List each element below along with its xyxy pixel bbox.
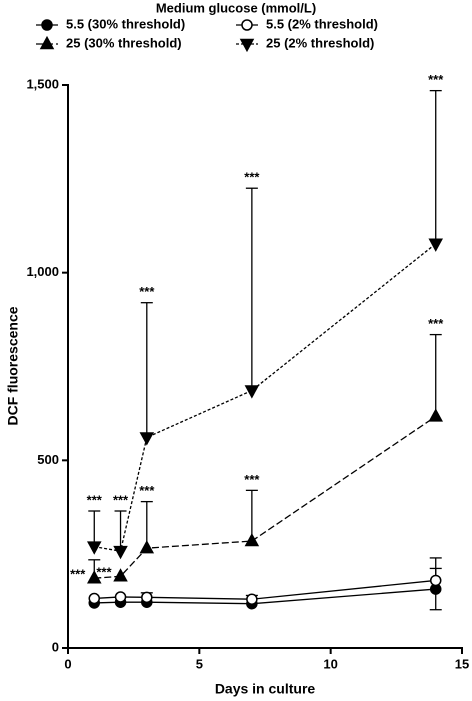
legend-label: 5.5 (2% threshold)	[266, 16, 378, 31]
data-point	[87, 541, 102, 555]
legend-marker	[39, 35, 55, 50]
data-point	[244, 385, 260, 399]
significance: ***	[113, 492, 129, 507]
data-point	[88, 592, 101, 605]
data-point	[429, 574, 442, 587]
significance: ***	[96, 565, 112, 580]
data-point	[244, 532, 260, 547]
legend-label: 25 (30% threshold)	[66, 35, 182, 50]
significance: ***	[87, 492, 103, 507]
x-tick-label: 5	[196, 656, 203, 671]
data-point	[428, 408, 443, 422]
y-tick-label: 1,500	[26, 76, 59, 91]
data-point	[246, 593, 258, 605]
significance: ***	[244, 170, 260, 185]
y-tick-label: 500	[37, 452, 59, 467]
legend-marker	[241, 19, 253, 31]
data-point	[87, 570, 102, 584]
y-axis-label: DCF fluorescence	[5, 306, 21, 425]
legend-marker	[239, 38, 255, 53]
data-point	[114, 591, 127, 603]
significance: ***	[139, 284, 155, 299]
legend-label: 5.5 (30% threshold)	[66, 16, 185, 31]
data-point	[113, 568, 128, 582]
data-point	[139, 540, 155, 554]
significance: ***	[428, 72, 444, 87]
data-point	[113, 545, 128, 560]
x-axis-label: Days in culture	[215, 681, 316, 697]
significance: ***	[428, 316, 444, 331]
data-point	[141, 591, 153, 604]
x-tick-label: 15	[455, 656, 469, 671]
significance: ***	[70, 567, 86, 582]
significance: ***	[244, 472, 260, 487]
y-tick-label: 0	[52, 639, 59, 654]
series-line	[94, 243, 437, 552]
legend-label: 25 (2% threshold)	[266, 35, 374, 50]
x-tick-label: 10	[323, 656, 337, 671]
y-tick-label: 1,000	[26, 264, 59, 279]
data-point	[428, 238, 443, 252]
data-point	[139, 432, 155, 446]
significance: ***	[139, 483, 155, 498]
legend-marker	[41, 19, 53, 31]
legend-title: Medium glucose (mmol/L)	[156, 0, 316, 15]
x-tick-label: 0	[64, 656, 71, 671]
